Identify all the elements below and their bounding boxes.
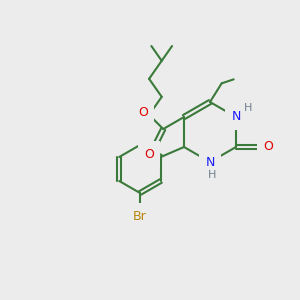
Text: H: H [244,103,252,113]
Text: H: H [208,170,216,180]
Text: O: O [138,106,148,119]
Text: N: N [205,155,215,169]
Text: O: O [144,148,154,160]
Text: O: O [263,140,273,154]
Text: Br: Br [133,209,147,223]
Text: N: N [231,110,241,124]
